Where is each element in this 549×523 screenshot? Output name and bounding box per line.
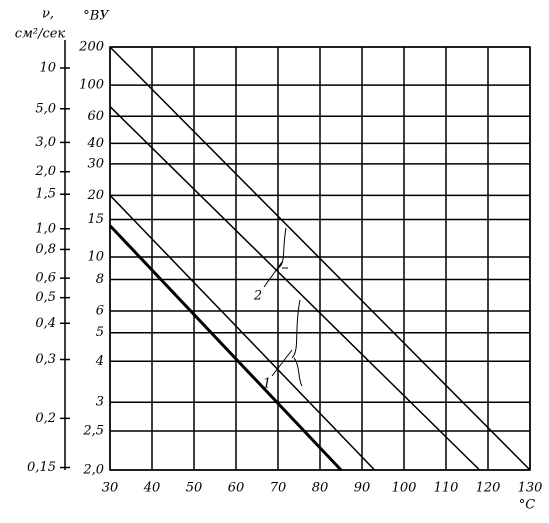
x-tick-label: 110 xyxy=(434,481,459,496)
y-tick-label: 30 xyxy=(87,156,104,171)
y-tick-label: 3 xyxy=(96,395,104,410)
x-tick-label: 50 xyxy=(186,481,203,496)
line xyxy=(109,46,531,471)
annotation-leader xyxy=(263,227,288,288)
y2-tick-label: 3,0 xyxy=(35,135,56,150)
y2-tick-label: 0,4 xyxy=(35,316,56,331)
y-tick-label: 5 xyxy=(96,325,104,340)
y-tick-label: 40 xyxy=(86,136,104,151)
y-tick-label: 10 xyxy=(87,249,104,264)
annotation-leader xyxy=(271,299,303,387)
line xyxy=(109,194,376,471)
x-tick-label: 60 xyxy=(228,481,245,496)
y-tick-label: 2,5 xyxy=(82,423,104,438)
y2-tick-label: 0,15 xyxy=(27,460,56,475)
y-tick-label: 20 xyxy=(86,188,104,203)
x-tick-label: 120 xyxy=(476,481,501,496)
y2-tick-label: 0,3 xyxy=(35,352,56,367)
y2-tick-label: 5,0 xyxy=(35,101,56,116)
y-tick-label: 8 xyxy=(96,272,104,287)
y-tick-label: 15 xyxy=(87,212,104,227)
x-tick-label: 90 xyxy=(354,481,371,496)
y-tick-label: 60 xyxy=(87,109,104,124)
line xyxy=(109,106,481,471)
y-tick-label: 6 xyxy=(96,304,104,319)
y2-tick-label: 2,0 xyxy=(34,164,56,179)
y2-tick-label: 1,5 xyxy=(35,187,56,202)
y2-axis-unit: см²/сек xyxy=(15,27,66,42)
x-axis-label: °С xyxy=(519,498,536,513)
y2-tick-label: 0,8 xyxy=(35,242,56,257)
y-tick-label: 100 xyxy=(79,78,104,93)
x-tick-label: 100 xyxy=(392,481,417,496)
annotation: 1 xyxy=(263,377,271,392)
y2-tick-label: 1,0 xyxy=(35,221,56,236)
y2-axis-label: ν, xyxy=(42,7,54,22)
y2-tick-label: 0,5 xyxy=(35,290,56,305)
y2-tick-label: 10 xyxy=(39,61,56,76)
y-tick-label: 4 xyxy=(95,354,104,369)
y2-tick-label: 0,6 xyxy=(35,271,56,286)
x-tick-label: 80 xyxy=(312,481,329,496)
x-tick-label: 70 xyxy=(270,481,287,496)
y2-tick-label: 0,2 xyxy=(35,411,56,426)
y-tick-label: 2,0 xyxy=(82,463,104,478)
line xyxy=(108,224,343,472)
x-tick-label: 130 xyxy=(518,481,543,496)
y-axis-label: °ВУ xyxy=(83,9,110,24)
y-tick-label: 200 xyxy=(78,40,104,55)
x-tick-label: 30 xyxy=(102,481,119,496)
x-tick-label: 40 xyxy=(143,481,161,496)
annotation: 2 xyxy=(253,289,262,304)
